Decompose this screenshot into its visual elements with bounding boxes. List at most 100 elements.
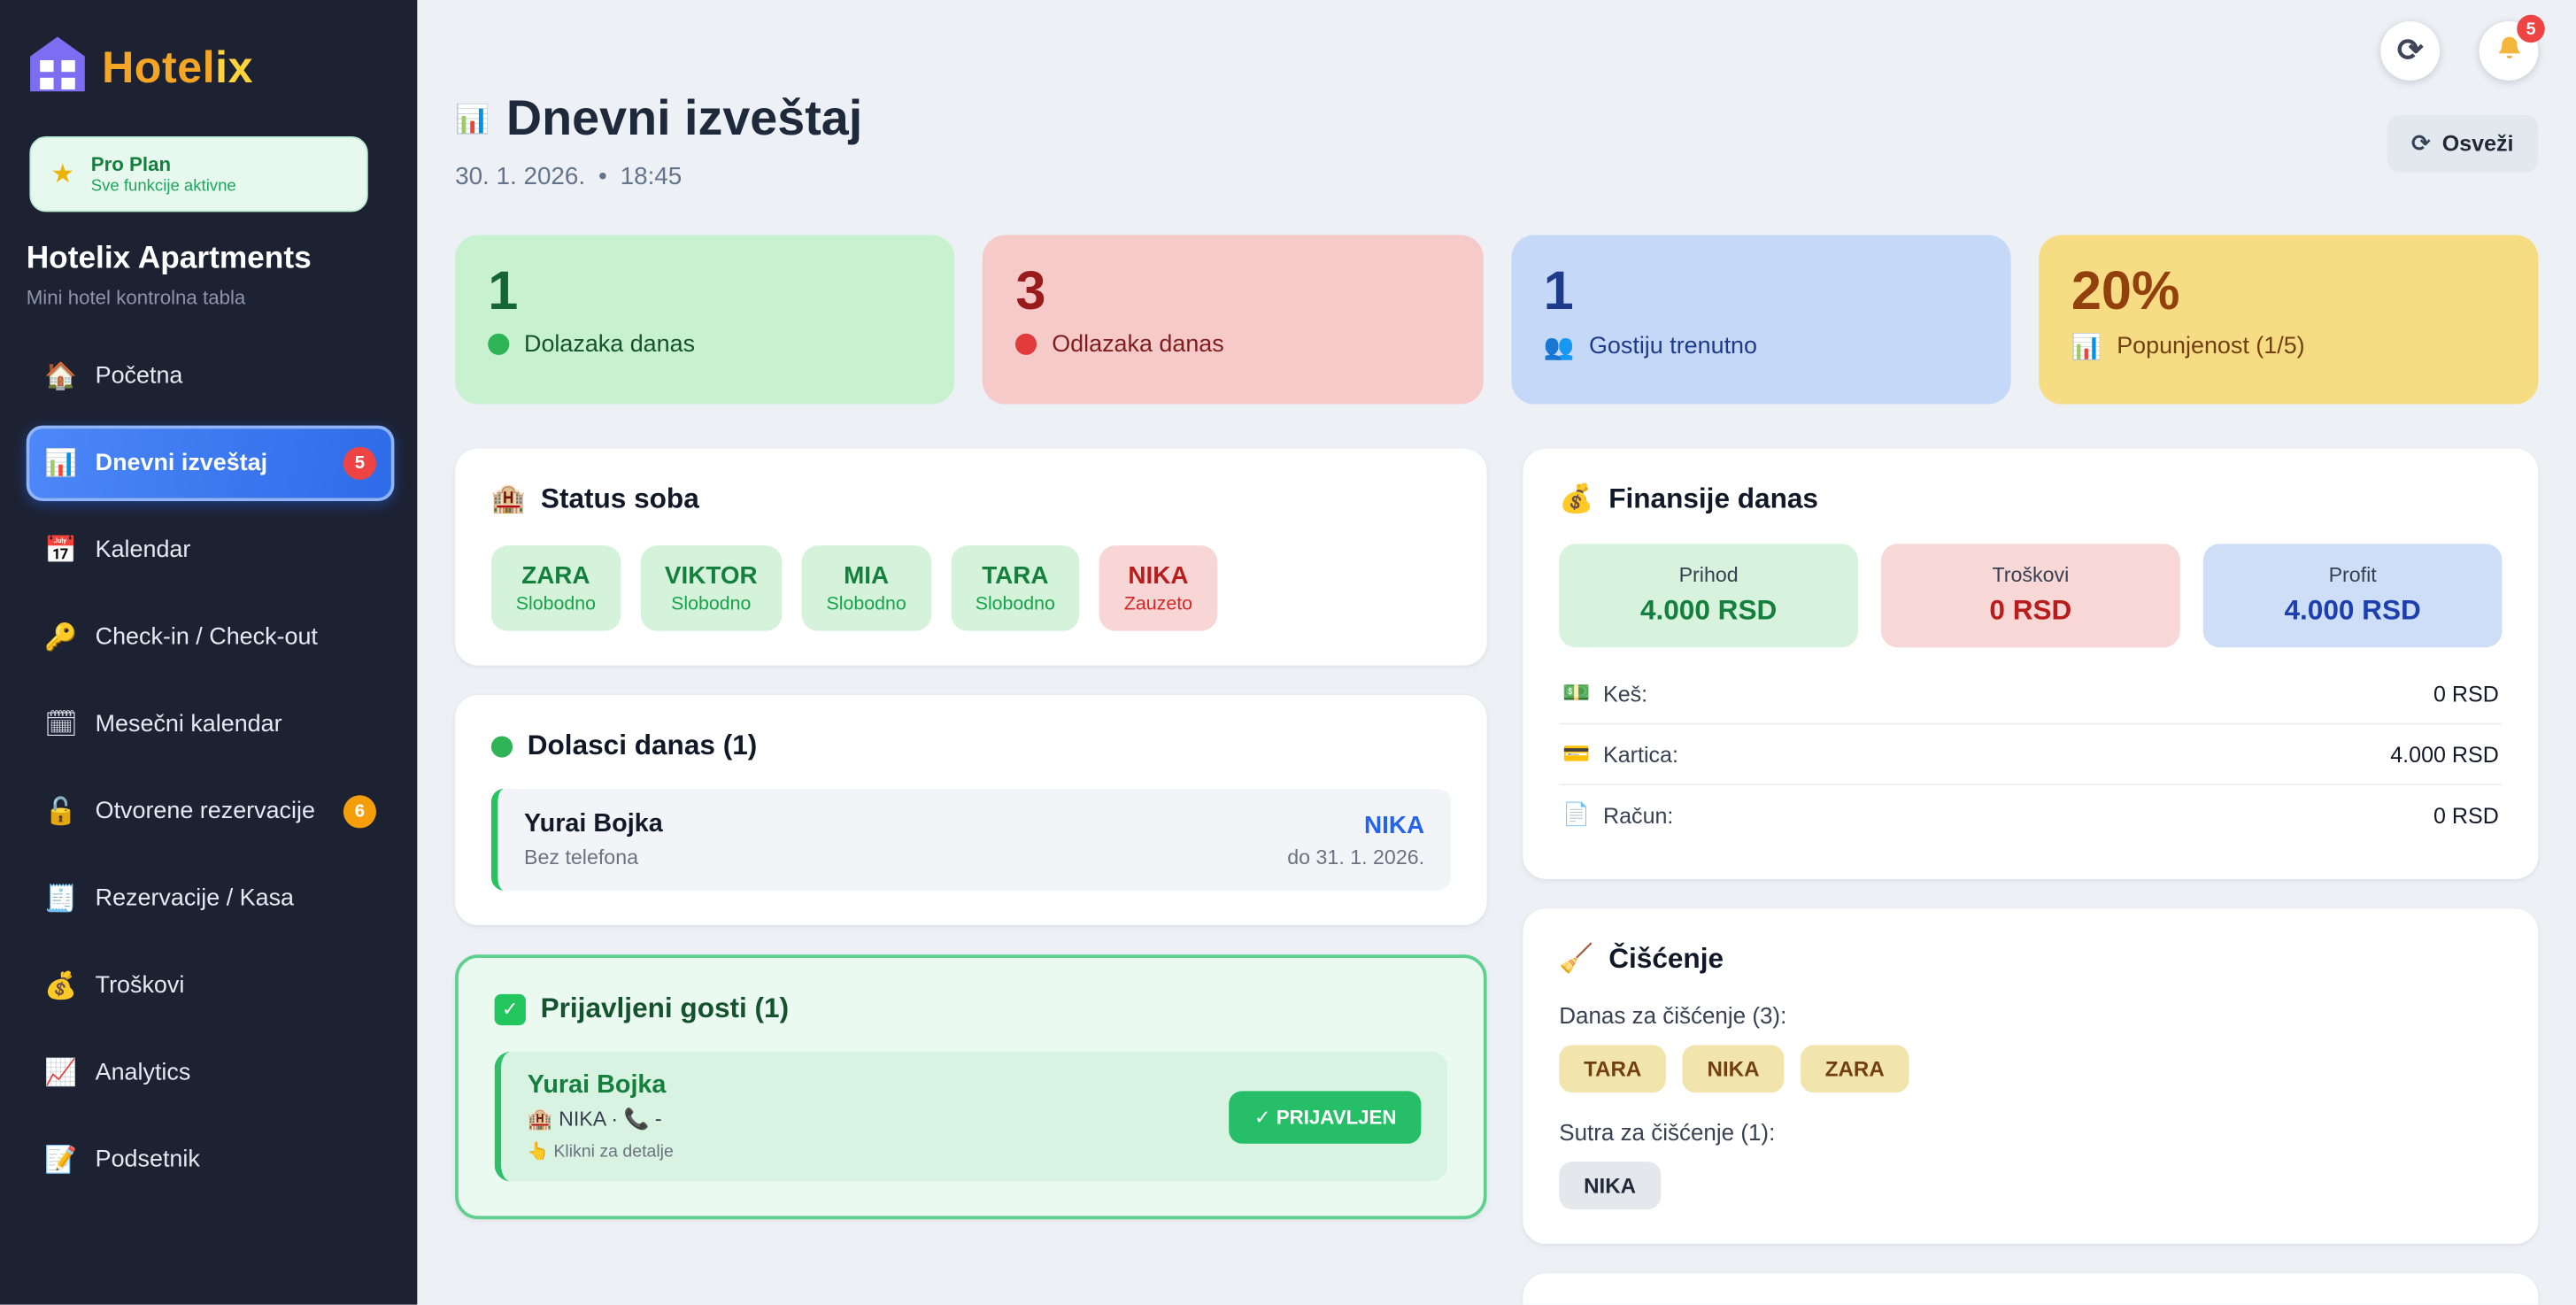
room-chip-nika: NIKA Zauzeto xyxy=(1099,545,1217,631)
plan-title: Pro Plan xyxy=(90,152,172,176)
main-content: ⟳ 5 ⟳ Osveži 📊 Dnevni izveštaj 30. 1. 20… xyxy=(417,0,2576,1305)
guest-name: Yurai Bojka xyxy=(527,1071,667,1100)
sidebar-item-troskovi[interactable]: 💰 Troškovi xyxy=(27,948,395,1023)
plan-subtitle: Sve funkcije aktivne xyxy=(90,177,236,196)
memo-icon: 📝 xyxy=(44,1147,78,1175)
sidebar-item-label: Troškovi xyxy=(95,972,185,1000)
stat-card-departures: 3 Odlazaka danas xyxy=(983,235,1483,405)
sidebar-item-label: Početna xyxy=(95,363,183,390)
bar-chart-icon: 📊 xyxy=(455,103,490,135)
bell-icon xyxy=(2495,35,2523,67)
checked-in-guest-row[interactable]: Yurai Bojka 🏨 NIKA · 📞 - 👆 Klikni za det… xyxy=(494,1051,1448,1182)
stat-value: 1 xyxy=(488,259,519,320)
card-icon: 💳 xyxy=(1562,741,1591,766)
top-controls: ⟳ 5 xyxy=(2380,14,2545,81)
cleaning-tomorrow-label: Sutra za čišćenje (1): xyxy=(1559,1118,1776,1146)
calendar-icon: 📅 xyxy=(44,537,78,566)
notification-badge: 5 xyxy=(343,446,377,480)
left-column: 🏨 Status soba ZARA Slobodno VIKTOR Slobo… xyxy=(455,448,1487,1249)
card-title: ✓ Prijavljeni gosti (1) xyxy=(494,992,1447,1025)
sidebar-item-dnevni-izvestaj[interactable]: 📊 Dnevni izveštaj 5 xyxy=(26,425,395,502)
sidebar-item-label: Otvorene rezervacije xyxy=(95,798,315,825)
brand-name: Hotelix xyxy=(102,42,254,92)
page-title: 📊 Dnevni izveštaj xyxy=(455,91,863,147)
sidebar-item-label: Dnevni izveštaj xyxy=(95,450,268,477)
refresh-label: Osveži xyxy=(2441,131,2514,157)
cleaning-today-chips: TARA NIKA ZARA xyxy=(1559,1045,2502,1093)
stat-label: 📊 Popunjenost (1/5) xyxy=(2071,333,2305,362)
bar-chart-icon: 📊 xyxy=(44,450,78,479)
guest-room: NIKA xyxy=(1364,810,1425,839)
sidebar-item-analytics[interactable]: 📈 Analytics xyxy=(27,1035,395,1110)
date-label: 30. 1. 2026. xyxy=(455,162,586,191)
stat-label: Odlazaka danas xyxy=(1015,332,1449,358)
expenses-box: Troškovi 0 RSD xyxy=(1881,544,2180,648)
finance-row-kes: 💵 Keš: 0 RSD xyxy=(1559,664,2503,725)
sidebar-item-mesecni-kalendar[interactable]: 🗓 Mesečni kalendar xyxy=(27,687,395,762)
stat-card-arrivals: 1 Dolazaka danas xyxy=(455,235,955,405)
sidebar-item-otvorene-rezervacije[interactable]: 🔓 Otvorene rezervacije 6 xyxy=(27,774,395,849)
sidebar-item-check-in-check-out[interactable]: 🔑 Check-in / Check-out xyxy=(27,599,395,675)
cleaning-chip-nika: NIKA xyxy=(1682,1045,1785,1093)
pro-plan-badge: ★ Pro Plan Sve funkcije aktivne xyxy=(29,136,368,212)
refresh-button[interactable]: ⟳ Osveži xyxy=(2387,114,2539,173)
home-icon: 🏠 xyxy=(44,363,78,391)
room-chip-tara: TARA Slobodno xyxy=(950,545,1080,631)
hotel-name: Hotelix Apartments xyxy=(26,241,312,276)
guest-hint: 👆 Klikni za detalje xyxy=(527,1141,674,1162)
red-dot-icon xyxy=(1015,334,1037,356)
sidebar-nav: 🏠 Početna 📊 Dnevni izveštaj 5 📅 Kalendar… xyxy=(26,338,395,1198)
stat-label: 👥 Gostiju trenutno xyxy=(1543,333,1758,362)
sidebar-item-podsetnik[interactable]: 📝 Podsetnik xyxy=(27,1123,395,1198)
finance-boxes: Prihod 4.000 RSD Troškovi 0 RSD Profit 4… xyxy=(1559,544,2503,648)
finance-rows: 💵 Keš: 0 RSD 💳 Kartica: 4.000 RSD xyxy=(1559,664,2503,845)
card-title: 🏨 Status soba xyxy=(490,483,699,514)
receipt-icon: 🧾 xyxy=(44,885,78,914)
refresh-icon: ⟳ xyxy=(2410,129,2431,157)
sidebar-item-label: Analytics xyxy=(95,1060,191,1086)
star-icon: ★ xyxy=(50,160,75,189)
sidebar-item-kalendar[interactable]: 📅 Kalendar xyxy=(27,513,395,588)
cleaning-chip-tara: TARA xyxy=(1559,1045,1667,1093)
content-columns: 🏨 Status soba ZARA Slobodno VIKTOR Slobo… xyxy=(455,448,2539,1305)
right-column: 💰 Finansije danas Prihod 4.000 RSD Trošk… xyxy=(1523,448,2539,1305)
card-title: Dolasci danas (1) xyxy=(490,730,1451,762)
sidebar-item-pocetna[interactable]: 🏠 Početna xyxy=(27,338,395,413)
guest-phone: Bez telefona xyxy=(524,846,639,869)
finance-card: 💰 Finansije danas Prihod 4.000 RSD Trošk… xyxy=(1523,448,2539,879)
sidebar-item-label: Rezervacije / Kasa xyxy=(95,885,295,913)
sidebar-item-label: Mesečni kalendar xyxy=(95,711,282,738)
sidebar-item-label: Check-in / Check-out xyxy=(95,624,318,651)
arrival-row[interactable]: Yurai Bojka Bez telefona NIKA do 31. 1. … xyxy=(490,788,1451,891)
sync-button[interactable]: ⟳ xyxy=(2380,21,2441,81)
cleaning-chip-tomorrow-nika: NIKA xyxy=(1559,1162,1661,1209)
finance-row-kartica: 💳 Kartica: 4.000 RSD xyxy=(1559,724,2503,786)
hotel-tagline: Mini hotel kontrolna tabla xyxy=(26,285,246,309)
cleaning-tomorrow-chips: NIKA xyxy=(1559,1162,2502,1209)
card-title: 💰 Finansije danas xyxy=(1559,483,1818,514)
chart-up-icon: 📈 xyxy=(44,1060,78,1088)
profit-box: Profit 4.000 RSD xyxy=(2202,544,2503,648)
cleaning-card: 🧹 Čišćenje Danas za čišćenje (3): TARA N… xyxy=(1523,908,2539,1244)
finance-row-racun: 📄 Račun: 0 RSD xyxy=(1562,801,2499,828)
money-bag-icon: 💰 xyxy=(44,972,78,1001)
sync-icon: ⟳ xyxy=(2396,34,2424,69)
card-title: 🧹 Čišćenje xyxy=(1559,943,1724,975)
notifications-button[interactable]: 5 xyxy=(2479,14,2545,81)
room-chip-mia: MIA Slobodno xyxy=(801,545,931,631)
checked-in-status-button[interactable]: ✓ PRIJAVLJEN xyxy=(1230,1090,1422,1143)
checked-in-card: ✓ Prijavljeni gosti (1) Yurai Bojka 🏨 NI… xyxy=(455,954,1487,1220)
stat-label: Dolazaka danas xyxy=(488,332,922,358)
time-label: 18:45 xyxy=(620,162,683,191)
guest-name: Yurai Bojka xyxy=(524,809,663,838)
stat-value: 3 xyxy=(1015,259,1046,320)
guest-until: do 31. 1. 2026. xyxy=(1287,845,1425,869)
stat-card-guests: 1 👥 Gostiju trenutno xyxy=(1510,235,2011,405)
sidebar-item-rezervacije-kasa[interactable]: 🧾 Rezervacije / Kasa xyxy=(27,861,395,936)
room-chip-viktor: VIKTOR Slobodno xyxy=(640,545,783,631)
guest-details: 🏨 NIKA · 📞 - xyxy=(527,1107,662,1131)
room-chip-zara: ZARA Slobodno xyxy=(490,545,621,631)
sidebar: Hotelix ★ Pro Plan Sve funkcije aktivne … xyxy=(0,0,418,1305)
separator-dot: • xyxy=(598,162,607,191)
